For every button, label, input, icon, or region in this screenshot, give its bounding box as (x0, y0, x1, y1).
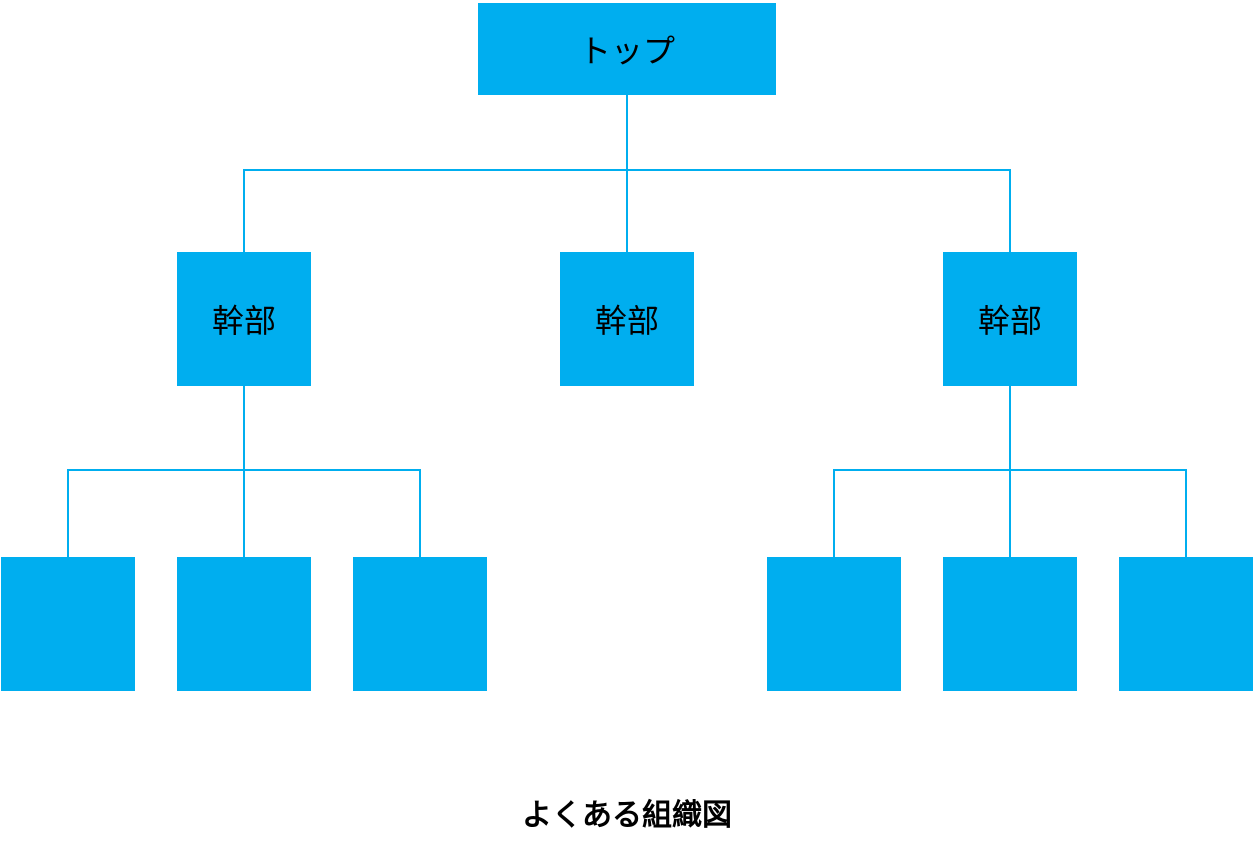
org-edge (627, 95, 1010, 252)
org-node-leaf5 (943, 557, 1077, 691)
org-edge (1010, 386, 1186, 557)
org-node-mgr1: 幹部 (177, 252, 311, 386)
org-node-leaf6 (1119, 557, 1253, 691)
org-node-label: トップ (579, 26, 675, 72)
chart-caption: よくある組織図 (0, 790, 1254, 834)
org-node-top: トップ (478, 3, 776, 95)
org-node-label: 幹部 (978, 296, 1042, 342)
org-node-label: 幹部 (212, 296, 276, 342)
org-edge (244, 95, 627, 252)
org-node-leaf2 (177, 557, 311, 691)
org-chart-connectors (0, 0, 1254, 843)
org-edge (244, 386, 420, 557)
org-node-leaf4 (767, 557, 901, 691)
org-edge (68, 386, 244, 557)
org-node-leaf3 (353, 557, 487, 691)
org-edge (834, 386, 1010, 557)
org-node-mgr2: 幹部 (560, 252, 694, 386)
org-node-mgr3: 幹部 (943, 252, 1077, 386)
org-node-leaf1 (1, 557, 135, 691)
org-node-label: 幹部 (595, 296, 659, 342)
